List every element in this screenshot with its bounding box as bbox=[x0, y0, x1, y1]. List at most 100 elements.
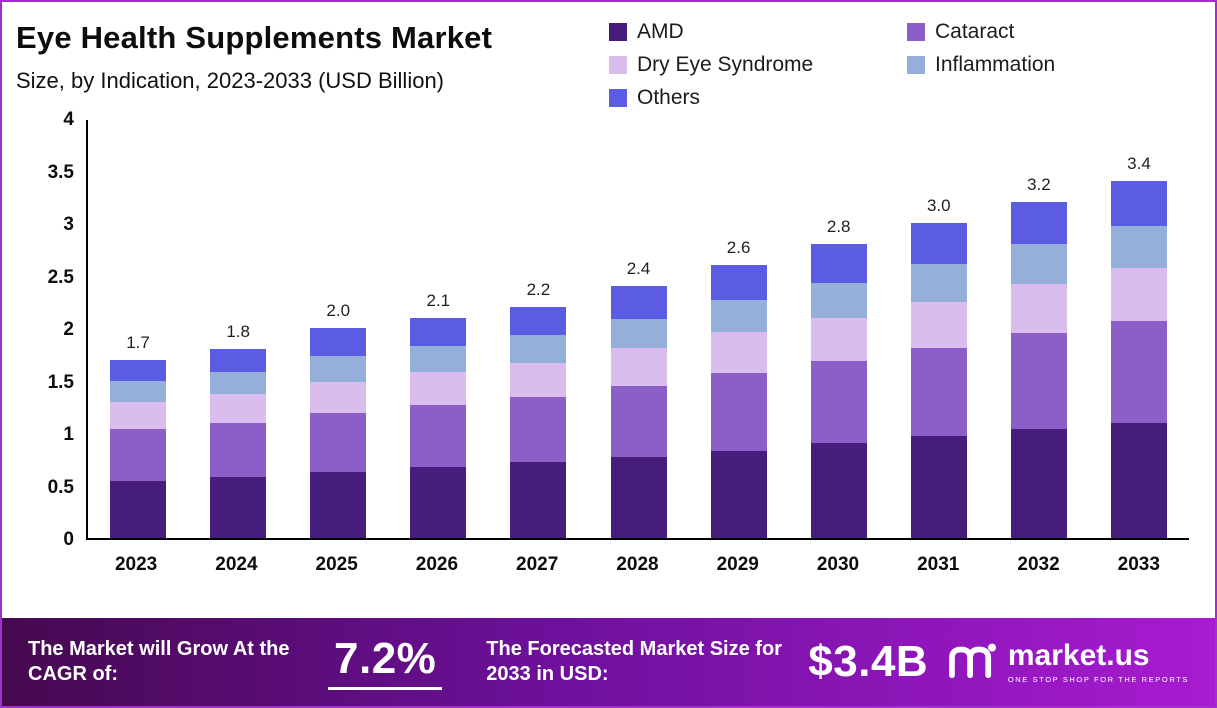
legend-swatch-amd bbox=[609, 23, 627, 41]
y-tick-label: 3.5 bbox=[47, 161, 74, 183]
bars: 1.7 1.8 2.0 2.1 2.2 2.4 2.6 2.8 3.0 3.2 3.4 bbox=[88, 120, 1189, 538]
bar-segment-dry-eye-syndrome bbox=[510, 362, 567, 398]
bar-segment-dry-eye-syndrome bbox=[410, 372, 467, 405]
bar-column: 1.8 bbox=[188, 120, 288, 538]
bar-total-label: 2.4 bbox=[626, 259, 651, 279]
bar-segment-others bbox=[610, 286, 667, 319]
bar-segment-others bbox=[310, 327, 367, 357]
legend-label: Inflammation bbox=[935, 53, 1056, 76]
brand-tagline: ONE STOP SHOP FOR THE REPORTS bbox=[1007, 674, 1189, 684]
bar-segment-inflammation bbox=[910, 264, 967, 302]
bar-segment-inflammation bbox=[310, 356, 367, 382]
bar-segment-others bbox=[910, 223, 967, 265]
bar-segment-cataract bbox=[210, 422, 267, 478]
bar-segment-cataract bbox=[610, 385, 667, 458]
legend-item-others: Others bbox=[609, 86, 899, 110]
x-tick-label: 2030 bbox=[816, 554, 860, 575]
x-tick-label: 2023 bbox=[114, 554, 158, 575]
y-tick-label: 0.5 bbox=[47, 476, 74, 498]
bar-segment-others bbox=[210, 348, 267, 373]
brand-name: market.us bbox=[1007, 638, 1150, 672]
bar-segment-amd bbox=[510, 462, 567, 538]
bar-segment-cataract bbox=[110, 428, 167, 482]
bar-segment-amd bbox=[910, 436, 967, 538]
stacked-bar bbox=[910, 223, 967, 538]
x-tick-label: 2028 bbox=[616, 554, 659, 575]
bar-total-label: 1.7 bbox=[126, 332, 150, 352]
bar-segment-amd bbox=[410, 466, 467, 538]
stacked-bar bbox=[510, 307, 567, 538]
legend-item-dry-eye-syndrome: Dry Eye Syndrome bbox=[609, 53, 899, 77]
bar-segment-dry-eye-syndrome bbox=[210, 394, 267, 423]
legend-label: Cataract bbox=[935, 20, 1015, 43]
bar-segment-inflammation bbox=[510, 335, 567, 363]
y-axis: 0 0.5 1 1.5 2 2.5 3 3.5 4 bbox=[8, 109, 86, 550]
bar-segment-inflammation bbox=[210, 372, 267, 395]
bar-segment-others bbox=[410, 317, 467, 346]
y-tick-label: 2 bbox=[63, 319, 74, 340]
stacked-bar bbox=[710, 265, 767, 538]
bar-segment-inflammation bbox=[810, 283, 867, 318]
stacked-bar bbox=[810, 244, 867, 538]
stacked-bar bbox=[1010, 202, 1067, 538]
bar-segment-amd bbox=[610, 457, 667, 538]
bar-segment-others bbox=[810, 244, 867, 284]
bar-total-label: 2.1 bbox=[426, 290, 451, 310]
bar-total-label: 2.0 bbox=[326, 300, 351, 320]
cagr-label: The Market will Grow At the CAGR of: bbox=[28, 638, 290, 685]
bar-segment-inflammation bbox=[710, 299, 767, 333]
bar-segment-others bbox=[710, 265, 767, 300]
axis-corner bbox=[8, 540, 86, 586]
x-tick-label: 2032 bbox=[1017, 554, 1060, 575]
page-subtitle: Size, by Indication, 2023-2033 (USD Bill… bbox=[16, 68, 445, 93]
bar-total-label: 1.8 bbox=[226, 321, 250, 341]
bar-segment-inflammation bbox=[1010, 244, 1067, 285]
bar-segment-inflammation bbox=[410, 345, 467, 373]
y-tick-label: 1.5 bbox=[47, 371, 74, 393]
x-tick-label: 2029 bbox=[716, 554, 759, 575]
stacked-bar bbox=[1110, 181, 1167, 538]
bar-segment-cataract bbox=[910, 348, 967, 437]
legend: AMD Cataract Dry Eye Syndrome Inflammation O… bbox=[609, 16, 1197, 110]
legend-swatch-inflammation bbox=[907, 56, 925, 74]
legend-label: AMD bbox=[637, 20, 684, 43]
bar-segment-dry-eye-syndrome bbox=[610, 347, 667, 386]
bar-segment-amd bbox=[1110, 422, 1167, 538]
bar-column: 3.2 bbox=[989, 120, 1089, 538]
bar-segment-cataract bbox=[310, 413, 367, 472]
bar-segment-inflammation bbox=[1110, 226, 1167, 269]
forecast-value: $3.4B bbox=[808, 637, 929, 686]
bar-segment-dry-eye-syndrome bbox=[710, 332, 767, 374]
bar-total-label: 2.6 bbox=[726, 238, 751, 258]
bar-total-label: 2.8 bbox=[826, 217, 851, 237]
x-tick-label: 2031 bbox=[917, 554, 960, 575]
bar-segment-others bbox=[510, 307, 567, 336]
bar-column: 2.4 bbox=[588, 120, 688, 538]
bar-column: 2.1 bbox=[388, 120, 488, 538]
marketus-logo-icon bbox=[946, 639, 998, 686]
bar-segment-cataract bbox=[1110, 320, 1167, 423]
stacked-bar bbox=[210, 348, 267, 538]
bar-total-label: 3.4 bbox=[1127, 154, 1151, 174]
x-tick-label: 2024 bbox=[215, 554, 258, 575]
bar-segment-dry-eye-syndrome bbox=[910, 301, 967, 349]
x-tick-label: 2033 bbox=[1117, 554, 1160, 575]
x-tick-label: 2026 bbox=[415, 554, 459, 575]
legend-swatch-dry-eye-syndrome bbox=[609, 56, 627, 74]
bar-column: 2.2 bbox=[488, 120, 588, 538]
bar-column: 2.8 bbox=[789, 120, 889, 538]
bar-segment-amd bbox=[310, 471, 367, 538]
bar-segment-dry-eye-syndrome bbox=[810, 317, 867, 361]
bar-column: 2.6 bbox=[689, 120, 789, 538]
bar-segment-cataract bbox=[1010, 333, 1067, 429]
bar-segment-dry-eye-syndrome bbox=[110, 401, 167, 429]
bar-segment-dry-eye-syndrome bbox=[1010, 284, 1067, 334]
x-axis: 2023 2024 2025 2026 2027 2028 2029 2030 2031 2032… bbox=[86, 540, 1189, 586]
bar-column: 3.4 bbox=[1089, 120, 1189, 538]
bar-segment-cataract bbox=[510, 397, 567, 463]
stacked-bar bbox=[410, 317, 467, 538]
bar-column: 2.0 bbox=[288, 120, 388, 538]
bar-segment-amd bbox=[810, 442, 867, 538]
plot-area: 1.7 1.8 2.0 2.1 2.2 2.4 2.6 2.8 3.0 3.2 3.4 bbox=[86, 120, 1189, 540]
legend-label: Others bbox=[637, 86, 701, 109]
